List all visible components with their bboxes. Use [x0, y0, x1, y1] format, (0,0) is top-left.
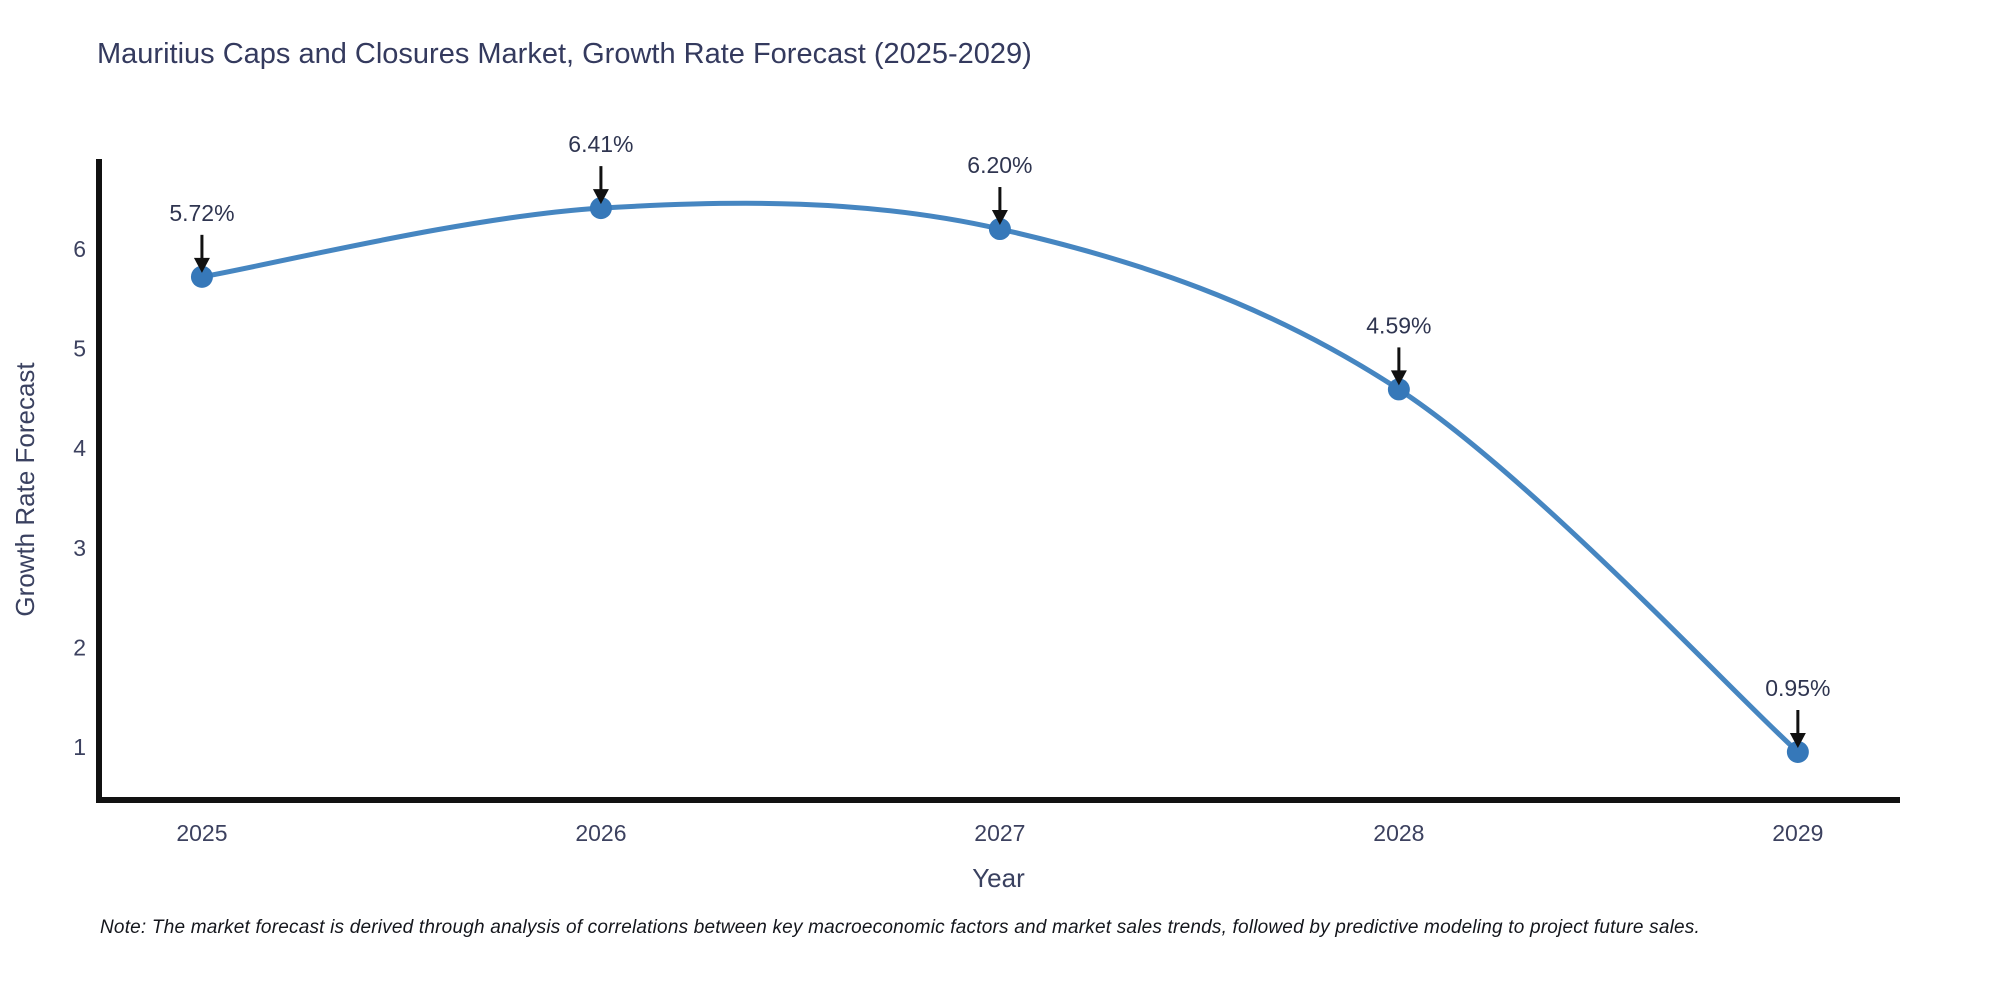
line-chart: 1 2 3 4 5 6 2025 2026 2027 2028 2029 Year Growth R…: [10, 131, 1900, 893]
annotation-arrow-head: [1789, 732, 1806, 748]
y-axis-title: Growth Rate Forecast: [10, 362, 40, 617]
forecast-line: [199, 200, 1801, 755]
point-value-label: 4.59%: [1366, 312, 1431, 338]
axis-titles: Year Growth Rate Forecast: [10, 362, 1025, 893]
chart-title: Mauritius Caps and Closures Market, Grow…: [97, 38, 1032, 70]
y-tick-label: 2: [73, 634, 86, 660]
growth-rate-series: [190, 197, 1809, 763]
footnote: Note: The market forecast is derived thr…: [100, 917, 1700, 938]
x-tick-label: 2026: [575, 820, 626, 846]
data-point-2025[interactable]: [190, 265, 213, 288]
annotation-arrow-head: [991, 210, 1008, 226]
x-tick-label: 2028: [1373, 820, 1424, 846]
y-tick-label: 5: [73, 336, 86, 362]
x-tick-label: 2025: [176, 820, 227, 846]
x-tick-label: 2027: [974, 820, 1025, 846]
x-axis-title: Year: [972, 863, 1025, 893]
y-axis-tick-labels: 1 2 3 4 5 6: [73, 236, 86, 760]
y-tick-label: 3: [73, 535, 86, 561]
axes: [96, 159, 1900, 803]
data-point-2028[interactable]: [1387, 378, 1410, 401]
x-tick-label: 2029: [1772, 820, 1823, 846]
x-axis-tick-labels: 2025 2026 2027 2028 2029: [176, 820, 1823, 846]
annotation-arrow-head: [193, 257, 210, 273]
y-tick-label: 6: [73, 236, 86, 262]
y-tick-label: 4: [73, 435, 86, 461]
point-value-label: 6.41%: [568, 131, 633, 157]
data-point-2029[interactable]: [1786, 740, 1809, 763]
data-point-2026[interactable]: [589, 197, 612, 220]
data-point-2027[interactable]: [988, 218, 1011, 241]
y-tick-label: 1: [73, 734, 86, 760]
point-value-label: 0.95%: [1765, 675, 1830, 701]
point-annotations: 5.72% 6.41% 6.20% 4.59% 0.95%: [169, 131, 1830, 748]
annotation-arrow-head: [1390, 370, 1407, 386]
point-value-label: 6.20%: [967, 152, 1032, 178]
point-value-label: 5.72%: [169, 200, 234, 226]
annotation-arrow-head: [592, 189, 609, 205]
